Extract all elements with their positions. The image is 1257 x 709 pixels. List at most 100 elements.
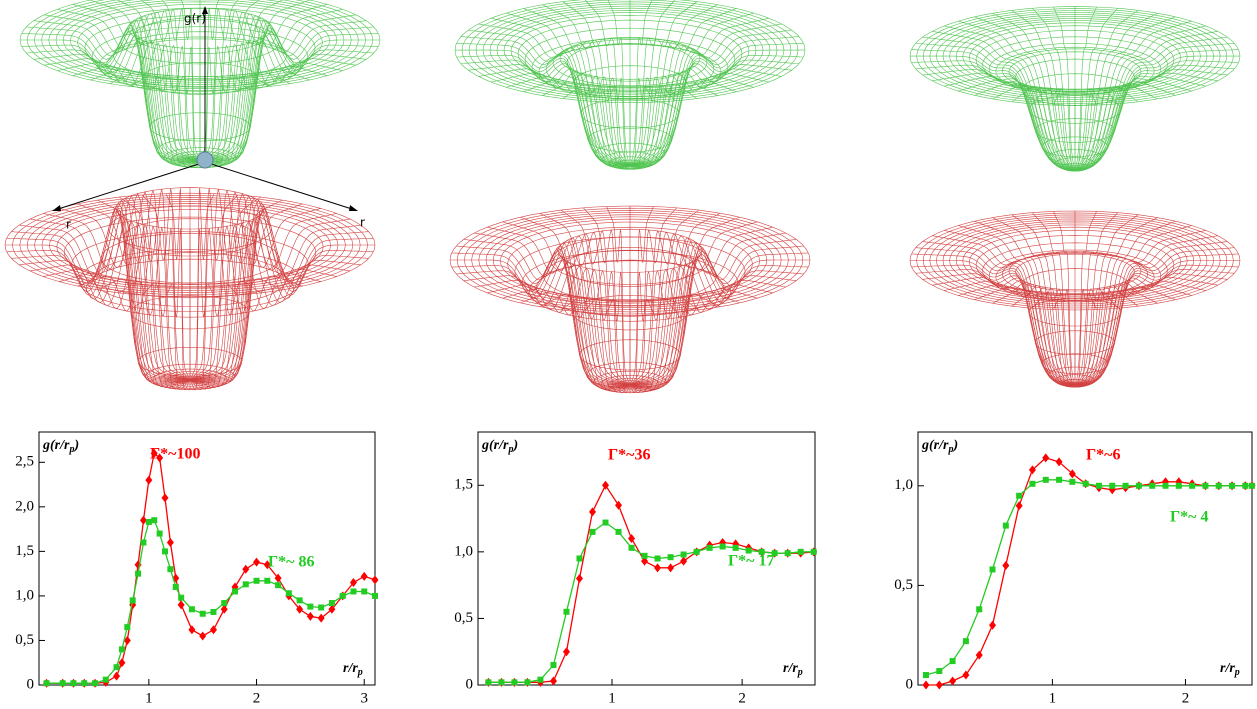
x-axis-label-part: p bbox=[357, 667, 363, 678]
data-point bbox=[1083, 481, 1089, 487]
y-tick-label: 1,0 bbox=[15, 587, 34, 603]
wire-meridian bbox=[190, 221, 337, 386]
data-point bbox=[81, 680, 87, 686]
wire-meridian bbox=[11, 214, 190, 383]
y-axis-label-part: g(r/r bbox=[42, 438, 70, 453]
data-point bbox=[162, 548, 168, 554]
data-point bbox=[264, 578, 270, 584]
series-label: Γ*~ 17 bbox=[728, 553, 775, 570]
y-tick-label: 1,0 bbox=[894, 477, 913, 493]
y-tick-label: 1,0 bbox=[454, 543, 473, 559]
wire-meridian bbox=[630, 264, 773, 389]
data-point bbox=[667, 563, 674, 572]
x-axis-label: r/rp bbox=[1220, 661, 1240, 678]
data-point bbox=[1029, 465, 1036, 474]
wire-meridian bbox=[630, 13, 754, 165]
data-point bbox=[199, 632, 206, 641]
data-point bbox=[135, 571, 141, 577]
data-point bbox=[361, 588, 367, 594]
wire-meridian bbox=[19, 216, 190, 383]
wireframe bbox=[455, 0, 805, 169]
surfaces bbox=[5, 0, 1240, 393]
data-point bbox=[922, 681, 929, 690]
wire-meridian bbox=[630, 248, 809, 385]
data-point bbox=[485, 679, 491, 685]
data-point bbox=[1069, 479, 1075, 485]
data-point bbox=[1002, 561, 1009, 570]
data-point bbox=[119, 646, 125, 652]
data-point bbox=[616, 529, 622, 535]
data-point bbox=[103, 677, 109, 683]
data-point bbox=[1136, 483, 1142, 489]
data-point bbox=[1056, 477, 1062, 483]
data-point bbox=[1016, 493, 1022, 499]
wire-meridian bbox=[190, 214, 369, 383]
series-label: Γ*~ 86 bbox=[268, 554, 315, 571]
data-point bbox=[340, 593, 346, 599]
data-point bbox=[114, 664, 120, 670]
wire-meridian bbox=[190, 216, 361, 383]
data-point bbox=[989, 621, 996, 630]
chart: 00,51,01,52,02,5123g(r/rp)r/rpΓ*~100Γ*~ … bbox=[15, 432, 378, 706]
data-point bbox=[243, 581, 249, 587]
data-point bbox=[60, 680, 66, 686]
series-label: Γ*~ 4 bbox=[1170, 509, 1209, 526]
wire-meridian bbox=[200, 37, 356, 163]
data-point bbox=[642, 553, 648, 559]
data-point bbox=[1003, 523, 1009, 529]
y-tick-label: 2,5 bbox=[15, 454, 34, 470]
data-point bbox=[798, 549, 804, 555]
wireframe bbox=[910, 211, 1240, 387]
data-point bbox=[307, 612, 314, 621]
data-point bbox=[232, 588, 238, 594]
wire-meridian bbox=[911, 50, 1075, 170]
data-point bbox=[162, 493, 169, 502]
data-point bbox=[44, 680, 50, 686]
x-axis-label-part: p bbox=[797, 667, 803, 678]
wire-meridian bbox=[1075, 50, 1239, 170]
data-point bbox=[1229, 483, 1235, 489]
data-point bbox=[1149, 483, 1155, 489]
x-axis-label-part: r/r bbox=[783, 661, 798, 676]
wire-meridian bbox=[455, 50, 630, 165]
data-point bbox=[200, 611, 206, 617]
wire-meridian bbox=[506, 13, 630, 165]
data-point bbox=[1202, 483, 1208, 489]
data-point bbox=[70, 680, 76, 686]
wire-meridian bbox=[190, 203, 369, 380]
series-line bbox=[488, 523, 813, 683]
x-tick-label: 2 bbox=[253, 690, 261, 706]
y-axis-label-part: g(r/r bbox=[921, 438, 949, 453]
series-line bbox=[488, 485, 813, 682]
wire-meridian bbox=[26, 23, 200, 160]
y-tick-label: 0,5 bbox=[454, 610, 473, 626]
wire-meridian bbox=[11, 203, 190, 380]
wire-meridian bbox=[452, 248, 631, 385]
data-point bbox=[720, 544, 726, 550]
data-point bbox=[318, 614, 325, 623]
series-line bbox=[47, 453, 376, 683]
data-point bbox=[1163, 483, 1169, 489]
data-point bbox=[1249, 483, 1255, 489]
data-point bbox=[990, 566, 996, 572]
wireframe bbox=[450, 206, 810, 393]
data-point bbox=[563, 609, 569, 615]
y-tick-label: 0,5 bbox=[15, 632, 34, 648]
y-tick-label: 0 bbox=[27, 676, 35, 692]
data-point bbox=[1109, 483, 1115, 489]
plot-frame bbox=[39, 432, 375, 685]
x-axis-label-part: p bbox=[1234, 667, 1240, 678]
axis-label: r bbox=[66, 218, 71, 232]
data-point bbox=[576, 574, 583, 583]
data-point bbox=[221, 600, 227, 606]
data-point bbox=[1242, 483, 1248, 489]
data-point bbox=[1189, 483, 1195, 489]
x-axis-label-part: r/r bbox=[343, 661, 358, 676]
data-point bbox=[151, 517, 157, 523]
data-point bbox=[286, 590, 292, 596]
y-axis-label: g(r/rp) bbox=[42, 438, 79, 455]
series-line bbox=[47, 520, 376, 683]
data-point bbox=[157, 531, 163, 537]
data-point bbox=[173, 584, 179, 590]
axis-label: g(r) bbox=[184, 12, 206, 26]
